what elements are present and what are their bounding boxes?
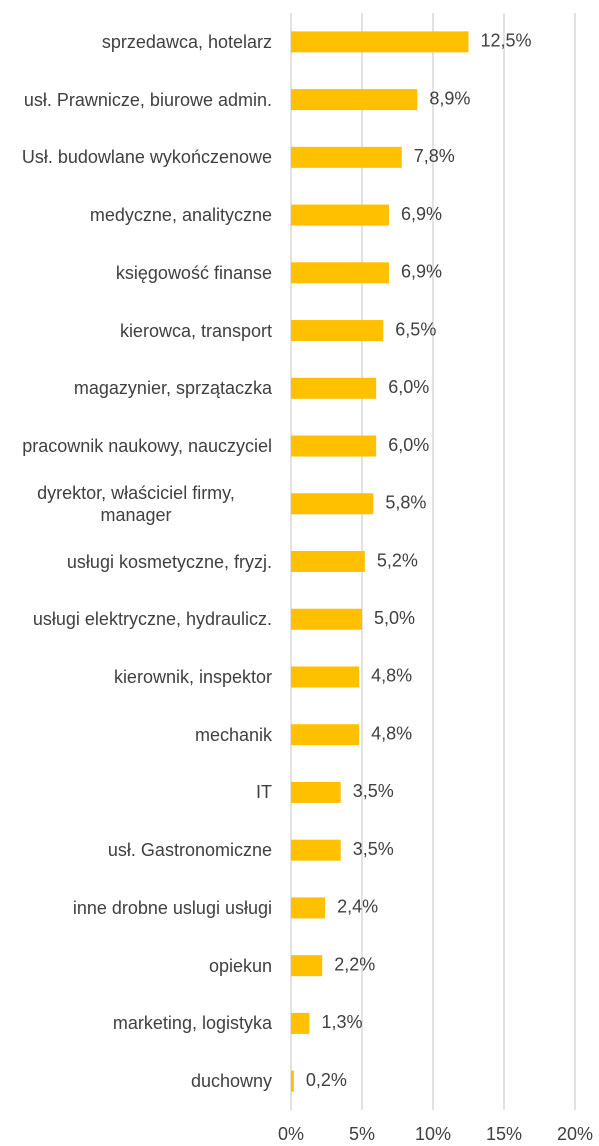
- category-label-box: marketing, logistyka: [0, 1012, 272, 1034]
- value-label: 3,5%: [353, 781, 394, 801]
- bar: [291, 262, 389, 284]
- bar: [291, 955, 323, 977]
- y-tick-label: dyrektor, właściciel firmy, manager: [37, 482, 235, 525]
- value-label: 5,2%: [377, 550, 418, 570]
- category-label-box: sprzedawca, hotelarz: [0, 31, 272, 53]
- category-label-box: kierowca, transport: [0, 320, 272, 342]
- y-tick-label: Usł. budowlane wykończenowe: [21, 147, 272, 168]
- value-label: 2,2%: [334, 954, 375, 974]
- bar: [291, 608, 362, 630]
- value-label: 6,0%: [388, 377, 429, 397]
- y-tick-label: usługi kosmetyczne, fryzj.: [66, 551, 272, 572]
- value-label: 6,5%: [395, 319, 436, 339]
- bar: [291, 320, 384, 342]
- value-label: 4,8%: [371, 723, 412, 743]
- value-label: 6,9%: [401, 204, 442, 224]
- y-tick-label: magazynier, sprzątaczka: [73, 378, 272, 399]
- value-label: 0,2%: [306, 1070, 347, 1090]
- category-label-box: usługi kosmetyczne, fryzj.: [0, 551, 272, 573]
- x-tick-label: 15%: [486, 1124, 522, 1144]
- bar: [291, 89, 418, 111]
- category-label-box: kierownik, inspektor: [0, 666, 272, 688]
- value-label: 6,9%: [401, 262, 442, 282]
- value-label: 7,8%: [414, 146, 455, 166]
- category-label-box: IT: [0, 781, 272, 803]
- y-tick-label: księgowość finanse: [115, 262, 272, 283]
- bar: [291, 551, 365, 572]
- y-tick-label: IT: [256, 782, 272, 803]
- x-tick-label: 20%: [557, 1124, 593, 1144]
- y-tick-label: kierownik, inspektor: [113, 666, 272, 687]
- value-label: 5,8%: [385, 493, 426, 513]
- category-label-box: Usł. budowlane wykończenowe: [0, 146, 272, 168]
- bar: [291, 146, 402, 168]
- y-tick-label: duchowny: [190, 1071, 272, 1092]
- category-label-box: inne drobne uslugi usługi: [0, 897, 272, 919]
- category-label-box: medyczne, analityczne: [0, 204, 272, 226]
- category-label-box: duchowny: [0, 1070, 272, 1092]
- y-tick-label: usł. Gastronomiczne: [107, 840, 272, 861]
- category-label-box: usługi elektryczne, hydraulicz.: [0, 608, 272, 630]
- category-label-box: usł. Prawnicze, biurowe admin.: [0, 89, 272, 111]
- y-tick-label: usługi elektryczne, hydraulicz.: [32, 609, 272, 630]
- value-label: 6,0%: [388, 435, 429, 455]
- x-tick-label: 10%: [415, 1124, 451, 1144]
- value-label: 12,5%: [481, 31, 532, 51]
- y-tick-label: mechanik: [194, 724, 272, 745]
- y-tick-label: inne drobne uslugi usługi: [72, 897, 272, 918]
- bar: [291, 204, 389, 226]
- category-label-box: magazynier, sprzątaczka: [0, 377, 272, 399]
- bar: [291, 31, 469, 53]
- x-tick-label: 5%: [349, 1124, 375, 1144]
- y-tick-label: pracownik naukowy, nauczyciel: [22, 436, 272, 457]
- value-label: 8,9%: [429, 88, 470, 108]
- category-label-box: opiekun: [0, 955, 272, 977]
- category-label-box: pracownik naukowy, nauczyciel: [0, 435, 272, 457]
- bar: [291, 1070, 294, 1092]
- y-tick-label: medyczne, analityczne: [89, 205, 272, 226]
- category-label-box: księgowość finanse: [0, 262, 272, 284]
- y-tick-label: sprzedawca, hotelarz: [101, 31, 272, 52]
- y-tick-label: kierowca, transport: [119, 320, 272, 341]
- value-label: 4,8%: [371, 666, 412, 686]
- bar: [291, 724, 360, 746]
- bar: [291, 839, 341, 861]
- bar: [291, 377, 377, 399]
- bar: [291, 1012, 310, 1034]
- bar: [291, 781, 341, 803]
- x-tick-label: 0%: [278, 1124, 304, 1144]
- category-label-box: mechanik: [0, 724, 272, 746]
- value-label: 1,3%: [321, 1012, 362, 1032]
- y-tick-label: opiekun: [208, 955, 272, 976]
- y-tick-label: marketing, logistyka: [112, 1013, 272, 1034]
- value-label: 3,5%: [353, 839, 394, 859]
- bar: [291, 666, 360, 688]
- bar: [291, 435, 377, 457]
- value-label: 5,0%: [374, 608, 415, 628]
- y-tick-label: usł. Prawnicze, biurowe admin.: [23, 89, 272, 110]
- bar: [291, 897, 326, 919]
- bar: [291, 493, 374, 515]
- category-label-box: dyrektor, właściciel firmy, manager: [0, 482, 272, 526]
- value-label: 2,4%: [337, 897, 378, 917]
- category-label-box: usł. Gastronomiczne: [0, 839, 272, 861]
